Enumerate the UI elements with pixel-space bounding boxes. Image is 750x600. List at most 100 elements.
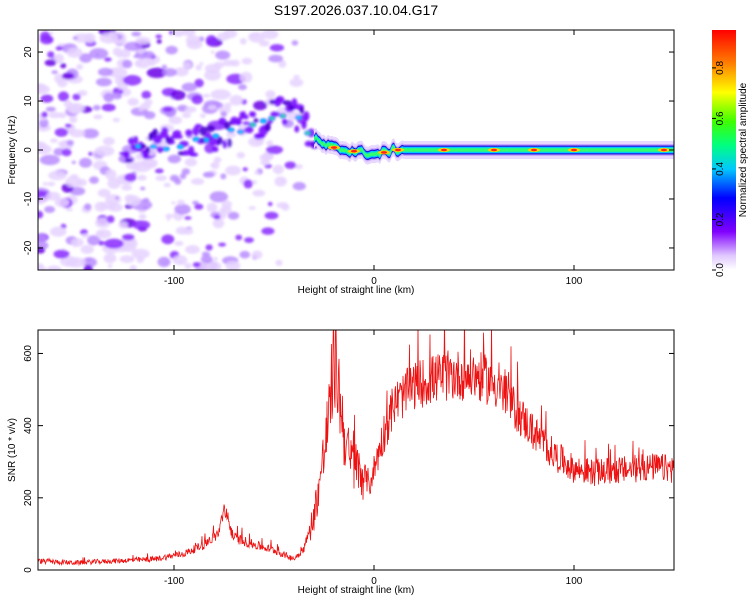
noise-blob bbox=[192, 262, 201, 268]
spec-x-tick-label: -100 bbox=[164, 276, 184, 287]
noise-blob bbox=[95, 77, 112, 87]
noise-blob bbox=[38, 83, 47, 92]
band-peak-spot bbox=[491, 148, 497, 152]
spec-y-tick-label: -10 bbox=[23, 191, 34, 206]
noise-blob bbox=[53, 53, 64, 64]
noise-blob bbox=[58, 112, 67, 119]
snr-x-axis-label: Height of straight line (km) bbox=[298, 585, 415, 596]
noise-blob bbox=[54, 127, 69, 137]
noise-blob bbox=[48, 170, 67, 181]
noise-blob bbox=[186, 39, 203, 50]
noise-blob bbox=[54, 197, 70, 208]
snr-x-tick-label: 0 bbox=[371, 576, 377, 587]
noise-blob bbox=[177, 199, 185, 206]
noise-blob bbox=[239, 250, 251, 259]
noise-blob bbox=[38, 247, 46, 254]
ridge-halo-blob bbox=[253, 118, 259, 123]
noise-blob bbox=[60, 62, 67, 69]
noise-blob bbox=[218, 242, 227, 247]
ridge-halo-blob bbox=[205, 125, 216, 132]
noise-blob bbox=[89, 48, 109, 60]
ridge-peak-blob bbox=[238, 130, 243, 134]
noise-blob bbox=[167, 154, 182, 164]
noise-blob bbox=[155, 175, 167, 182]
ridge-peak-blob bbox=[213, 134, 218, 138]
noise-blob bbox=[141, 90, 152, 99]
noise-blob bbox=[265, 90, 276, 99]
noise-blob bbox=[97, 67, 114, 77]
noise-blob bbox=[83, 264, 93, 270]
noise-blob bbox=[69, 186, 86, 196]
snr-x-tick-label: -100 bbox=[164, 576, 184, 587]
ridge-halo-blob bbox=[145, 146, 151, 154]
noise-blob bbox=[210, 89, 231, 100]
spec-y-tick-label: 10 bbox=[23, 95, 34, 107]
band-peak-spot bbox=[441, 148, 447, 152]
noise-blob bbox=[135, 153, 144, 160]
snr-panel: -100 0 100 0 200 400 600 Height of straight li… bbox=[7, 329, 675, 596]
ridge-halo-blob bbox=[281, 118, 288, 125]
noise-blob bbox=[200, 255, 213, 263]
ridge-halo-blob bbox=[224, 121, 231, 130]
noise-blob bbox=[121, 184, 132, 191]
noise-blob bbox=[98, 240, 105, 246]
noise-blob bbox=[124, 41, 143, 51]
noise-blob bbox=[241, 57, 253, 65]
noise-blob bbox=[39, 118, 49, 128]
noise-blob bbox=[127, 97, 139, 106]
noise-blob bbox=[260, 160, 270, 166]
noise-blob bbox=[251, 250, 263, 259]
noise-blob bbox=[226, 131, 237, 138]
noise-blob bbox=[38, 210, 44, 219]
noise-blob bbox=[103, 253, 117, 264]
noise-blob bbox=[40, 31, 51, 41]
noise-blob bbox=[112, 47, 122, 56]
noise-blob bbox=[42, 182, 48, 186]
snr-y-tick-label: 400 bbox=[23, 417, 34, 434]
noise-blob bbox=[220, 111, 228, 117]
noise-blob bbox=[138, 107, 144, 112]
noise-blob bbox=[266, 140, 274, 147]
noise-blob bbox=[99, 32, 119, 44]
noise-blob bbox=[170, 90, 186, 101]
band-peak-spot bbox=[331, 146, 337, 149]
noise-blob bbox=[44, 206, 56, 213]
band-peak-spot bbox=[351, 149, 357, 153]
noise-blob bbox=[278, 60, 287, 68]
noise-blob bbox=[239, 38, 247, 45]
colorbar-tick-label: 0.0 bbox=[715, 263, 726, 277]
noise-blob bbox=[65, 207, 73, 212]
noise-blob bbox=[242, 167, 248, 172]
noise-blob bbox=[55, 46, 63, 51]
ridge-halo-blob bbox=[140, 144, 147, 149]
ridge-peak-blob bbox=[204, 138, 209, 142]
noise-blob bbox=[48, 111, 62, 119]
ridge-halo-blob bbox=[294, 125, 300, 133]
noise-blob bbox=[184, 106, 197, 113]
noise-blob bbox=[181, 168, 191, 175]
ridge-halo-blob bbox=[152, 128, 158, 135]
noise-blob bbox=[47, 38, 52, 43]
noise-blob bbox=[184, 262, 192, 269]
noise-blob bbox=[225, 165, 242, 176]
noise-blob bbox=[53, 148, 65, 156]
snr-x-tick-label: 100 bbox=[566, 576, 583, 587]
ridge-peak-blob bbox=[178, 145, 183, 148]
ridge-halo-blob bbox=[222, 140, 228, 149]
noise-blob bbox=[47, 51, 55, 58]
noise-blob bbox=[261, 30, 279, 40]
noise-blob bbox=[76, 63, 84, 70]
noise-blob bbox=[213, 156, 222, 163]
noise-blob bbox=[191, 94, 203, 105]
noise-blob bbox=[125, 195, 141, 207]
noise-blob bbox=[293, 75, 300, 79]
noise-blob bbox=[190, 178, 205, 185]
noise-blob bbox=[253, 100, 268, 111]
ridge-peak-blob bbox=[296, 116, 301, 119]
noise-blob bbox=[66, 139, 74, 146]
noise-blob bbox=[95, 229, 112, 239]
noise-blob bbox=[51, 70, 58, 75]
noise-blob bbox=[39, 154, 60, 166]
noise-blob bbox=[213, 215, 221, 220]
